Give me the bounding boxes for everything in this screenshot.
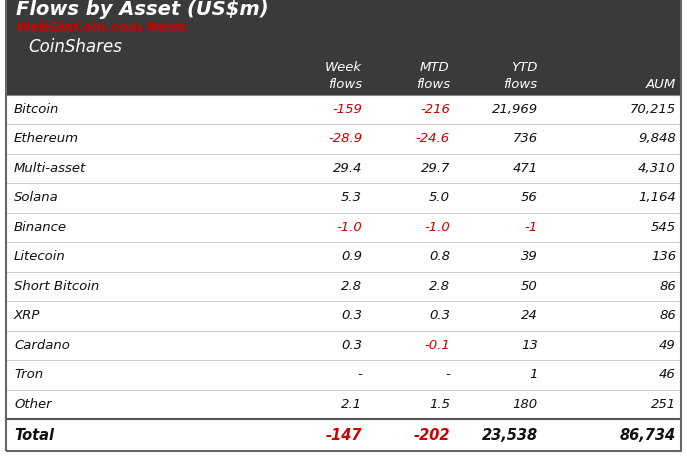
Text: 86: 86: [660, 280, 676, 293]
Bar: [6, 183, 681, 213]
Text: -28.9: -28.9: [328, 132, 362, 145]
Text: 70,215: 70,215: [630, 103, 676, 116]
Text: Total: Total: [14, 427, 54, 442]
Text: Cardano: Cardano: [14, 339, 70, 352]
Text: 86: 86: [660, 309, 676, 322]
Bar: [6, 95, 681, 124]
Text: 545: 545: [651, 221, 676, 234]
Text: Tron: Tron: [14, 368, 43, 381]
Text: AUM: AUM: [646, 78, 676, 90]
Text: 0.3: 0.3: [341, 309, 362, 322]
Text: -1: -1: [524, 221, 538, 234]
Text: 49: 49: [660, 339, 676, 352]
Text: 1: 1: [529, 368, 538, 381]
Bar: [6, 57, 681, 95]
Text: -24.6: -24.6: [416, 132, 450, 145]
Text: Multi-asset: Multi-asset: [14, 162, 87, 175]
Text: -: -: [357, 368, 362, 381]
Text: -1.0: -1.0: [424, 221, 450, 234]
Text: Solana: Solana: [14, 191, 59, 204]
Text: 0.8: 0.8: [429, 250, 450, 263]
Text: CoinShares: CoinShares: [28, 38, 122, 56]
Text: 1,164: 1,164: [638, 191, 676, 204]
Text: 136: 136: [651, 250, 676, 263]
Text: 1.5: 1.5: [429, 398, 450, 411]
Bar: [6, 154, 681, 183]
Text: Binance: Binance: [14, 221, 67, 234]
Text: 0.9: 0.9: [341, 250, 362, 263]
Text: 4,310: 4,310: [638, 162, 676, 175]
Text: 86,734: 86,734: [620, 427, 676, 442]
Text: Flows by Asset (US$m): Flows by Asset (US$m): [16, 0, 269, 19]
Text: WebGiaCoin.com News: WebGiaCoin.com News: [16, 21, 187, 34]
Text: -147: -147: [326, 427, 362, 442]
Text: 736: 736: [513, 132, 538, 145]
Text: YTD: YTD: [511, 60, 538, 74]
Text: Litecoin: Litecoin: [14, 250, 66, 263]
Text: flows: flows: [504, 78, 538, 90]
Text: 9,848: 9,848: [638, 132, 676, 145]
Bar: [6, 0, 681, 57]
Bar: [6, 330, 681, 360]
Text: 2.8: 2.8: [429, 280, 450, 293]
Text: 5.0: 5.0: [429, 191, 450, 204]
Text: MTD: MTD: [420, 60, 450, 74]
Text: 2.8: 2.8: [341, 280, 362, 293]
Bar: [6, 213, 681, 242]
Text: 180: 180: [513, 398, 538, 411]
Text: 29.4: 29.4: [333, 162, 362, 175]
Text: 0.3: 0.3: [429, 309, 450, 322]
Bar: [6, 271, 681, 301]
Text: -1.0: -1.0: [337, 221, 362, 234]
Bar: [6, 360, 681, 389]
Text: XRP: XRP: [14, 309, 41, 322]
Text: 251: 251: [651, 398, 676, 411]
Text: 5.3: 5.3: [341, 191, 362, 204]
Text: Week: Week: [325, 60, 362, 74]
Text: 23,538: 23,538: [482, 427, 538, 442]
Text: 471: 471: [513, 162, 538, 175]
Text: 50: 50: [521, 280, 538, 293]
Text: -0.1: -0.1: [424, 339, 450, 352]
Bar: [6, 242, 681, 271]
Text: 0.3: 0.3: [341, 339, 362, 352]
Text: 29.7: 29.7: [420, 162, 450, 175]
Bar: [6, 124, 681, 154]
Text: 46: 46: [660, 368, 676, 381]
Text: 13: 13: [521, 339, 538, 352]
Bar: [6, 389, 681, 419]
Text: flows: flows: [328, 78, 362, 90]
Text: flows: flows: [416, 78, 450, 90]
Text: Ethereum: Ethereum: [14, 132, 79, 145]
Bar: [6, 419, 681, 451]
Text: -216: -216: [420, 103, 450, 116]
Text: -202: -202: [414, 427, 450, 442]
Text: -: -: [445, 368, 450, 381]
Text: 56: 56: [521, 191, 538, 204]
Text: 21,969: 21,969: [491, 103, 538, 116]
Text: Other: Other: [14, 398, 52, 411]
Text: -159: -159: [333, 103, 362, 116]
Text: Bitcoin: Bitcoin: [14, 103, 59, 116]
Text: Short Bitcoin: Short Bitcoin: [14, 280, 99, 293]
Text: 24: 24: [521, 309, 538, 322]
Text: 2.1: 2.1: [341, 398, 362, 411]
Text: 39: 39: [521, 250, 538, 263]
Bar: [6, 301, 681, 330]
